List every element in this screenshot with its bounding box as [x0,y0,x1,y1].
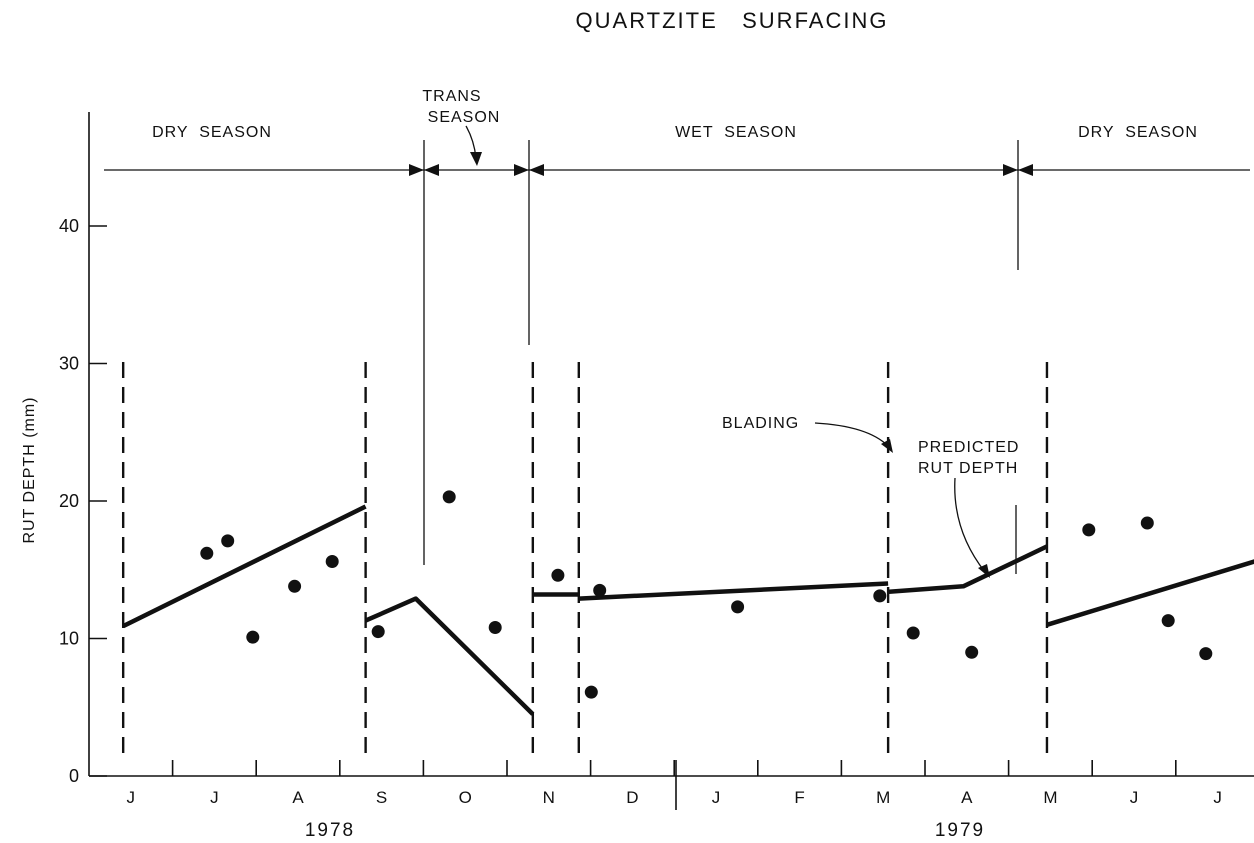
data-point [1082,523,1096,537]
measured-points [200,490,1213,699]
y-tick-label: 30 [59,354,79,374]
y-tick-label: 40 [59,216,79,236]
data-point [221,534,235,548]
data-point [965,645,979,659]
season-boundary-marker [1003,164,1033,176]
predicted-arrow [954,477,986,573]
x-tick-label: S [376,788,387,807]
data-point [325,555,339,568]
chart-labels: QUARTZITE SURFACING RUT DEPTH (mm) DRY S… [21,8,1198,841]
year-label-1978: 1978 [305,820,355,841]
x-tick-label: F [794,788,804,807]
season-label-dry-1978: DRY SEASON [152,124,272,141]
y-axis-label: RUT DEPTH (mm) [21,396,38,543]
blading-arrow [814,422,889,447]
season-label-trans-line2: SEASON [428,109,501,126]
x-tick-label: J [712,788,721,807]
season-bands [104,125,1250,574]
x-tick-label: N [543,788,555,807]
y-tick-label: 10 [59,629,79,649]
data-point [1140,516,1154,530]
data-point [200,546,214,560]
data-point [371,625,385,639]
season-label-trans-line1: TRANS [422,88,481,105]
data-point [906,626,920,640]
x-tick-label: A [961,788,973,807]
data-point [584,685,598,699]
chart-title: QUARTZITE SURFACING [576,8,889,33]
y-tick-label: 20 [59,491,79,511]
data-point [551,568,565,582]
data-point [442,490,456,504]
season-label-dry-1979: DRY SEASON [1078,124,1198,141]
predicted-segment [122,504,367,629]
blading-annotation: BLADING [722,415,799,432]
predicted-annotation-line2: RUT DEPTH [918,460,1018,477]
data-point [593,583,607,597]
x-tick-label: M [876,788,890,807]
predicted-annotation-line1: PREDICTED [918,439,1019,456]
predicted-segment [578,581,889,601]
blading-lines [121,362,1049,755]
x-tick-label: J [127,788,136,807]
predicted-rut-depth-lines [122,504,1254,716]
season-boundary-marker [409,164,439,176]
x-tick-label: M [1043,788,1057,807]
predicted-segment [364,596,535,716]
data-point [873,589,887,603]
data-point [288,579,302,593]
x-tick-label: J [1213,788,1222,807]
predicted-segment [887,544,1048,595]
season-label-wet: WET SEASON [675,124,797,141]
data-point [731,600,745,614]
y-tick-label: 0 [69,766,79,786]
season-boundary-marker [514,164,544,176]
data-point [1199,647,1213,661]
x-tick-label: J [210,788,219,807]
year-label-1979: 1979 [935,820,985,841]
axis-tick-labels: 0 10 20 30 40 J J A S O N D J F M A M J J [59,216,1222,807]
chart-frame [88,112,1254,810]
x-tick-label: D [626,788,638,807]
x-tick-label: O [459,788,472,807]
x-tick-label: A [292,788,304,807]
x-tick-label: J [1130,788,1139,807]
blading-arrowhead [881,439,893,453]
data-point [488,621,502,634]
data-point [1161,614,1175,628]
predicted-segment [1046,559,1254,627]
data-point [246,630,260,644]
trans-season-arrowhead [470,152,482,166]
